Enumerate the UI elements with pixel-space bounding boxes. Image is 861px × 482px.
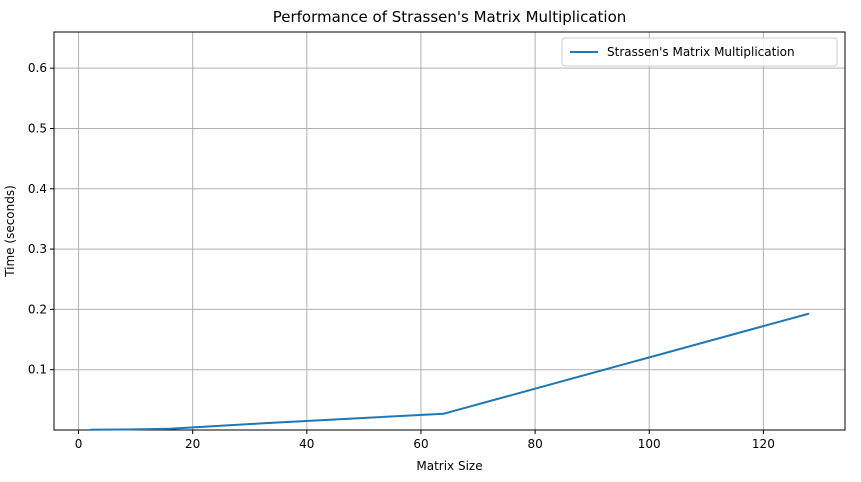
x-tick-label: 80 — [527, 437, 542, 451]
series-layer — [89, 312, 810, 431]
y-tick-label: 0.5 — [28, 121, 47, 135]
x-tick-label: 120 — [752, 437, 775, 451]
legend-box — [561, 37, 838, 67]
y-tick-label: 0.3 — [28, 242, 47, 256]
x-tick-label: 20 — [185, 437, 200, 451]
y-tick-label: 0.2 — [28, 302, 47, 316]
legend: Strassen's Matrix Multiplication — [561, 37, 838, 67]
legend-label: Strassen's Matrix Multiplication — [607, 45, 795, 59]
y-tick-label: 0.1 — [28, 363, 47, 377]
series-line — [89, 312, 810, 431]
plot-frame — [53, 31, 846, 431]
y-axis-label: Time (seconds) — [3, 185, 17, 278]
x-tick-label: 100 — [638, 437, 661, 451]
chart-title: Performance of Strassen's Matrix Multipl… — [273, 8, 627, 26]
x-tick-label: 0 — [75, 437, 83, 451]
y-tick-label: 0.6 — [28, 61, 47, 75]
x-tick-label: 40 — [299, 437, 314, 451]
ticks: 0 20 40 60 80 100 120 0.1 0.2 0.3 0.4 0.5 0.6 — [28, 61, 775, 451]
grid — [54, 32, 845, 430]
y-tick-label: 0.4 — [28, 182, 47, 196]
x-tick-label: 60 — [413, 437, 428, 451]
x-axis-label: Matrix Size — [416, 459, 482, 473]
